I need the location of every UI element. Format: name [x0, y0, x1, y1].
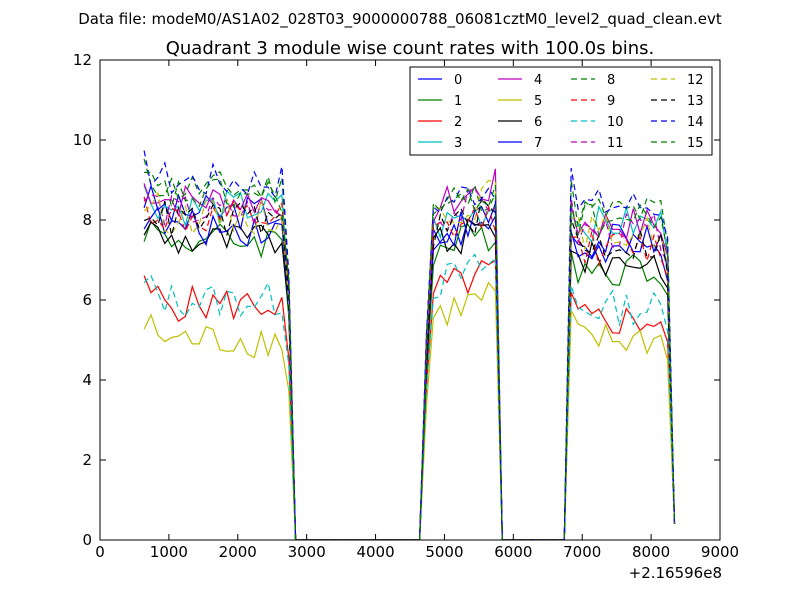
series-line-8	[143, 158, 676, 540]
legend-label-9: 9	[607, 94, 615, 109]
legend-label-5: 5	[534, 94, 542, 109]
x-offset-label: +2.16596e8	[629, 564, 722, 582]
legend-box	[409, 66, 713, 156]
legend-label-8: 8	[607, 73, 615, 88]
series-line-3	[143, 185, 676, 540]
chart-title: Quadrant 3 module wise count rates with …	[166, 38, 655, 59]
legend-label-1: 1	[454, 94, 462, 109]
suptitle: Data file: modeM0/AS1A02_028T03_90000007…	[78, 10, 722, 29]
x-tick-label: 8000	[632, 543, 670, 561]
series-layer	[143, 150, 676, 540]
legend-label-14: 14	[687, 115, 704, 130]
series-line-2	[143, 259, 676, 540]
y-tick-label: 2	[82, 451, 92, 469]
series-line-11	[143, 188, 676, 540]
y-tick-label: 12	[73, 51, 92, 69]
legend-label-6: 6	[534, 115, 542, 130]
legend-label-4: 4	[534, 73, 542, 88]
y-tick-label: 10	[73, 131, 92, 149]
series-line-10	[143, 253, 676, 540]
x-tick-label: 5000	[425, 543, 463, 561]
series-line-4	[143, 168, 676, 540]
y-tick-label: 0	[82, 531, 92, 549]
legend-label-13: 13	[687, 94, 704, 109]
x-tick-label: 2000	[219, 543, 257, 561]
x-tick-label: 9000	[701, 543, 739, 561]
series-line-5	[143, 281, 676, 540]
legend-label-10: 10	[607, 115, 624, 130]
legend-label-11: 11	[607, 136, 624, 151]
x-tick-label: 0	[95, 543, 105, 561]
series-line-13	[143, 196, 676, 540]
y-tick-label: 8	[82, 211, 92, 229]
x-tick-label: 3000	[288, 543, 326, 561]
series-line-12	[143, 179, 676, 540]
y-tick-label: 4	[82, 371, 92, 389]
series-line-6	[143, 218, 676, 540]
series-line-9	[143, 196, 676, 540]
x-tick-label: 4000	[356, 543, 394, 561]
x-tick-label: 7000	[563, 543, 601, 561]
legend-label-3: 3	[454, 136, 462, 151]
legend-label-2: 2	[454, 115, 462, 130]
y-tick-label: 6	[82, 291, 92, 309]
ticks-layer: 0 1000 2000 3000 4000 5000 6000 7000 8000 9000 0 2 4…	[73, 51, 739, 561]
legend-label-7: 7	[534, 136, 542, 151]
series-line-14	[143, 150, 676, 540]
legend-label-12: 12	[687, 73, 704, 88]
x-tick-label: 1000	[150, 543, 188, 561]
legend-label-0: 0	[454, 73, 462, 88]
legend-label-15: 15	[687, 136, 704, 151]
x-tick-label: 6000	[494, 543, 532, 561]
